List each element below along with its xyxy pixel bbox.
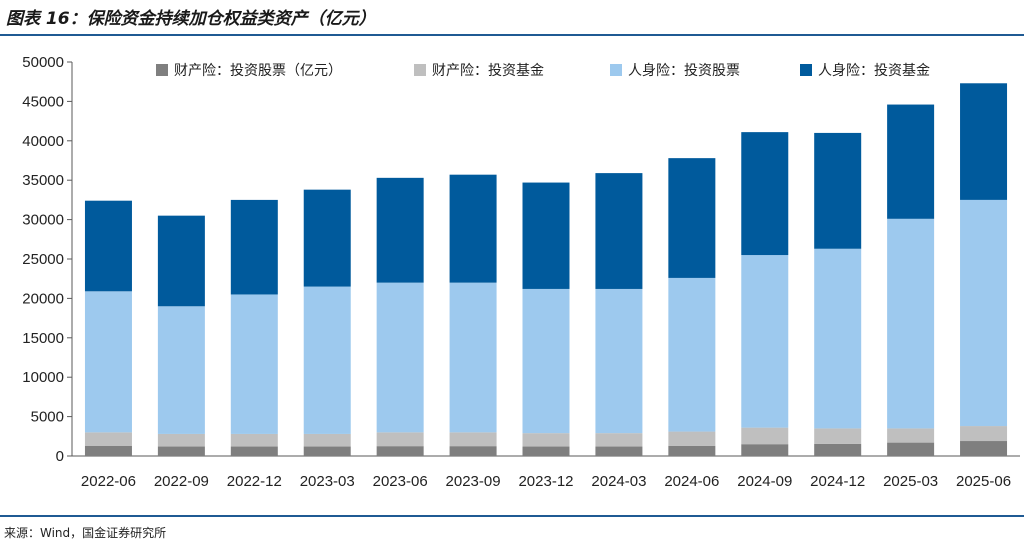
bar-segment-s0-2024-06 xyxy=(668,445,716,456)
y-axis: 0 5000 10000 15000 20000 25000 30000 35000 40000… xyxy=(22,54,73,465)
legend-label: 人身险：投资基金 xyxy=(818,62,930,79)
bar-segment-s1-2024-06 xyxy=(668,431,716,446)
legend-label: 人身险：投资股票 xyxy=(628,63,740,79)
bar-segment-s0-2023-06 xyxy=(376,446,424,456)
y-tick-label: 0 xyxy=(56,448,64,465)
bar-segment-s0-2025-06 xyxy=(960,441,1008,456)
bar-segment-s3-2022-06 xyxy=(84,200,132,292)
bar-segment-s0-2023-09 xyxy=(449,446,497,456)
bar-segment-s0-2024-09 xyxy=(741,444,789,456)
bar-segment-s2-2023-12 xyxy=(522,288,570,434)
bar-segment-s1-2022-09 xyxy=(157,433,205,447)
bar-segment-s0-2022-12 xyxy=(230,446,278,456)
bar-segment-s2-2025-06 xyxy=(960,199,1008,427)
bar-segment-s2-2023-06 xyxy=(376,282,424,433)
legend: 财产险：投资股票（亿元） 财产险：投资基金 人身险：投资股票 人身险：投资基金 xyxy=(156,62,930,79)
x-tick-label: 2025-06 xyxy=(956,473,1011,490)
bars xyxy=(84,83,1008,456)
y-tick-label: 20000 xyxy=(22,290,64,307)
y-tick-label: 25000 xyxy=(22,251,64,268)
legend-swatch xyxy=(800,64,812,76)
source-divider xyxy=(0,515,1024,517)
bar-segment-s2-2022-12 xyxy=(230,294,278,434)
bar-segment-s0-2023-03 xyxy=(303,446,351,456)
bar-segment-s2-2024-03 xyxy=(595,288,643,434)
bar-segment-s3-2024-09 xyxy=(741,132,789,256)
bar-segment-s2-2024-09 xyxy=(741,255,789,428)
bar-segment-s0-2024-12 xyxy=(814,443,862,456)
y-tick-label: 10000 xyxy=(22,369,64,386)
bar-segment-s1-2024-03 xyxy=(595,433,643,447)
bar-segment-s1-2023-12 xyxy=(522,433,570,447)
legend-swatch xyxy=(414,64,426,76)
x-tick-label: 2023-09 xyxy=(446,473,501,490)
y-tick-label: 45000 xyxy=(22,93,64,110)
bar-segment-s2-2022-09 xyxy=(157,306,205,434)
source-note: 来源：Wind，国金证券研究所 xyxy=(4,526,167,540)
x-tick-label: 2024-06 xyxy=(664,473,719,490)
x-tick-label: 2023-12 xyxy=(518,473,573,490)
bar-segment-s2-2024-06 xyxy=(668,277,716,432)
bar-segment-s0-2025-03 xyxy=(887,442,935,456)
bar-segment-s1-2023-03 xyxy=(303,433,351,447)
x-tick-label: 2023-03 xyxy=(300,473,355,490)
bar-segment-s3-2024-03 xyxy=(595,173,643,289)
bar-segment-s3-2025-03 xyxy=(887,104,935,219)
y-tick-label: 5000 xyxy=(31,409,64,426)
y-tick-label: 35000 xyxy=(22,172,64,189)
bar-segment-s3-2023-03 xyxy=(303,189,351,287)
x-tick-label: 2022-09 xyxy=(154,473,209,490)
chart: 0 5000 10000 15000 20000 25000 30000 35000 40000… xyxy=(22,54,1020,490)
bar-segment-s1-2022-06 xyxy=(84,432,132,446)
x-tick-label: 2023-06 xyxy=(373,473,428,490)
bar-segment-s0-2022-06 xyxy=(84,445,132,456)
bar-segment-s0-2022-09 xyxy=(157,446,205,456)
bar-segment-s3-2023-06 xyxy=(376,177,424,283)
bar-segment-s3-2024-06 xyxy=(668,158,716,278)
bar-segment-s2-2023-09 xyxy=(449,282,497,433)
bar-segment-s1-2025-06 xyxy=(960,426,1008,442)
figure-title: 图表 16：保险资金持续加仓权益类资产（亿元） xyxy=(6,9,376,29)
x-tick-label: 2022-06 xyxy=(81,473,136,490)
x-tick-label: 2022-12 xyxy=(227,473,282,490)
bar-segment-s3-2022-09 xyxy=(157,215,205,307)
x-tick-label: 2024-03 xyxy=(591,473,646,490)
bar-segment-s1-2023-06 xyxy=(376,432,424,447)
bar-segment-s1-2023-09 xyxy=(449,432,497,447)
bar-segment-s1-2022-12 xyxy=(230,433,278,447)
x-tick-label: 2025-03 xyxy=(883,473,938,490)
bar-segment-s0-2023-12 xyxy=(522,446,570,456)
x-tick-label: 2024-12 xyxy=(810,473,865,490)
legend-label: 财产险：投资基金 xyxy=(432,62,544,79)
bar-segment-s3-2025-06 xyxy=(960,83,1008,200)
bar-segment-s1-2025-03 xyxy=(887,428,935,443)
legend-swatch xyxy=(610,64,622,76)
bar-segment-s3-2024-12 xyxy=(814,132,862,249)
bar-segment-s1-2024-12 xyxy=(814,428,862,444)
bar-segment-s2-2025-03 xyxy=(887,218,935,429)
x-axis: 2022-06 2022-09 2022-12 2023-03 2023-06 2023-… xyxy=(72,455,1020,490)
bar-segment-s2-2023-03 xyxy=(303,286,351,434)
bar-segment-s2-2024-12 xyxy=(814,248,862,429)
x-tick-label: 2024-09 xyxy=(737,473,792,490)
y-tick-label: 50000 xyxy=(22,54,64,71)
bar-segment-s1-2024-09 xyxy=(741,427,789,445)
y-tick-label: 30000 xyxy=(22,212,64,229)
title-divider xyxy=(0,34,1024,36)
legend-label: 财产险：投资股票（亿元） xyxy=(174,63,342,79)
bar-segment-s3-2023-12 xyxy=(522,182,570,289)
bar-segment-s3-2023-09 xyxy=(449,174,497,283)
bar-segment-s2-2022-06 xyxy=(84,291,132,433)
legend-swatch xyxy=(156,64,168,76)
bar-segment-s0-2024-03 xyxy=(595,446,643,456)
bar-segment-s3-2022-12 xyxy=(230,199,278,295)
y-tick-label: 15000 xyxy=(22,330,64,347)
y-tick-label: 40000 xyxy=(22,133,64,150)
